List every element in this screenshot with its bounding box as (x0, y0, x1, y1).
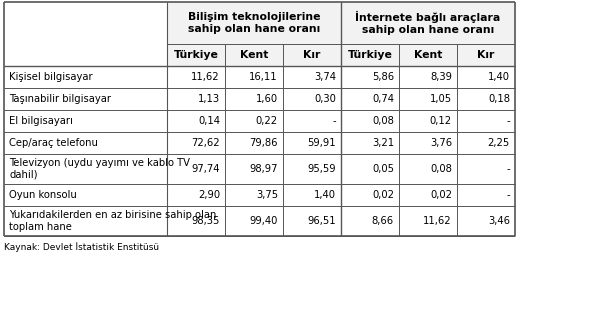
Text: 8,66: 8,66 (372, 216, 394, 226)
Text: 3,46: 3,46 (488, 216, 510, 226)
Text: Taşınabilir bilgisayar: Taşınabilir bilgisayar (9, 94, 111, 104)
Text: 3,76: 3,76 (430, 138, 452, 148)
Text: 59,91: 59,91 (307, 138, 336, 148)
Bar (167, 44, 515, 66)
Text: 0,02: 0,02 (372, 190, 394, 200)
Text: Kır: Kır (477, 50, 495, 60)
Text: Kent: Kent (240, 50, 268, 60)
Text: El bilgisayarı: El bilgisayarı (9, 116, 73, 126)
Text: 5,86: 5,86 (372, 72, 394, 82)
Text: Türkiye: Türkiye (347, 50, 392, 60)
Text: 0,14: 0,14 (198, 116, 220, 126)
Text: 79,86: 79,86 (249, 138, 278, 148)
Text: Oyun konsolu: Oyun konsolu (9, 190, 77, 200)
Text: 95,59: 95,59 (307, 164, 336, 174)
Text: 2,90: 2,90 (198, 190, 220, 200)
Text: 0,22: 0,22 (256, 116, 278, 126)
Text: 11,62: 11,62 (423, 216, 452, 226)
Text: 0,74: 0,74 (372, 94, 394, 104)
Text: 0,05: 0,05 (372, 164, 394, 174)
Text: 72,62: 72,62 (192, 138, 220, 148)
Text: 0,30: 0,30 (314, 94, 336, 104)
Text: 98,35: 98,35 (192, 216, 220, 226)
Text: 1,05: 1,05 (430, 94, 452, 104)
Text: 8,39: 8,39 (430, 72, 452, 82)
Text: Türkiye: Türkiye (174, 50, 219, 60)
Bar (167, 2, 341, 44)
Text: 3,21: 3,21 (372, 138, 394, 148)
Text: 2,25: 2,25 (488, 138, 510, 148)
Text: 1,60: 1,60 (256, 94, 278, 104)
Text: 98,97: 98,97 (249, 164, 278, 174)
Text: Bilişim teknolojilerine
sahip olan hane oranı: Bilişim teknolojilerine sahip olan hane … (188, 12, 320, 34)
Bar (341, 2, 515, 44)
Text: 11,62: 11,62 (192, 72, 220, 82)
Text: 96,51: 96,51 (307, 216, 336, 226)
Text: 0,08: 0,08 (372, 116, 394, 126)
Text: 3,74: 3,74 (314, 72, 336, 82)
Text: Kır: Kır (303, 50, 321, 60)
Text: -: - (506, 190, 510, 200)
Text: Kent: Kent (414, 50, 442, 60)
Text: 97,74: 97,74 (192, 164, 220, 174)
Text: 1,40: 1,40 (314, 190, 336, 200)
Text: -: - (333, 116, 336, 126)
Text: Televizyon (uydu yayımı ve kablo TV
dahil): Televizyon (uydu yayımı ve kablo TV dahi… (9, 158, 190, 180)
Text: Kaynak: Devlet İstatistik Enstitüsü: Kaynak: Devlet İstatistik Enstitüsü (4, 242, 159, 252)
Text: 0,02: 0,02 (430, 190, 452, 200)
Text: 0,08: 0,08 (430, 164, 452, 174)
Text: Kişisel bilgisayar: Kişisel bilgisayar (9, 72, 92, 82)
Text: 1,40: 1,40 (488, 72, 510, 82)
Text: İnternete bağlı araçlara
sahip olan hane oranı: İnternete bağlı araçlara sahip olan hane… (355, 11, 501, 35)
Text: -: - (506, 164, 510, 174)
Text: 3,75: 3,75 (256, 190, 278, 200)
Text: 99,40: 99,40 (249, 216, 278, 226)
Text: Yukarıdakilerden en az birisine sahip olan
toplam hane: Yukarıdakilerden en az birisine sahip ol… (9, 210, 216, 232)
Text: -: - (506, 116, 510, 126)
Text: 0,18: 0,18 (488, 94, 510, 104)
Text: 0,12: 0,12 (430, 116, 452, 126)
Text: 1,13: 1,13 (198, 94, 220, 104)
Text: 16,11: 16,11 (249, 72, 278, 82)
Text: Cep/araç telefonu: Cep/araç telefonu (9, 138, 98, 148)
